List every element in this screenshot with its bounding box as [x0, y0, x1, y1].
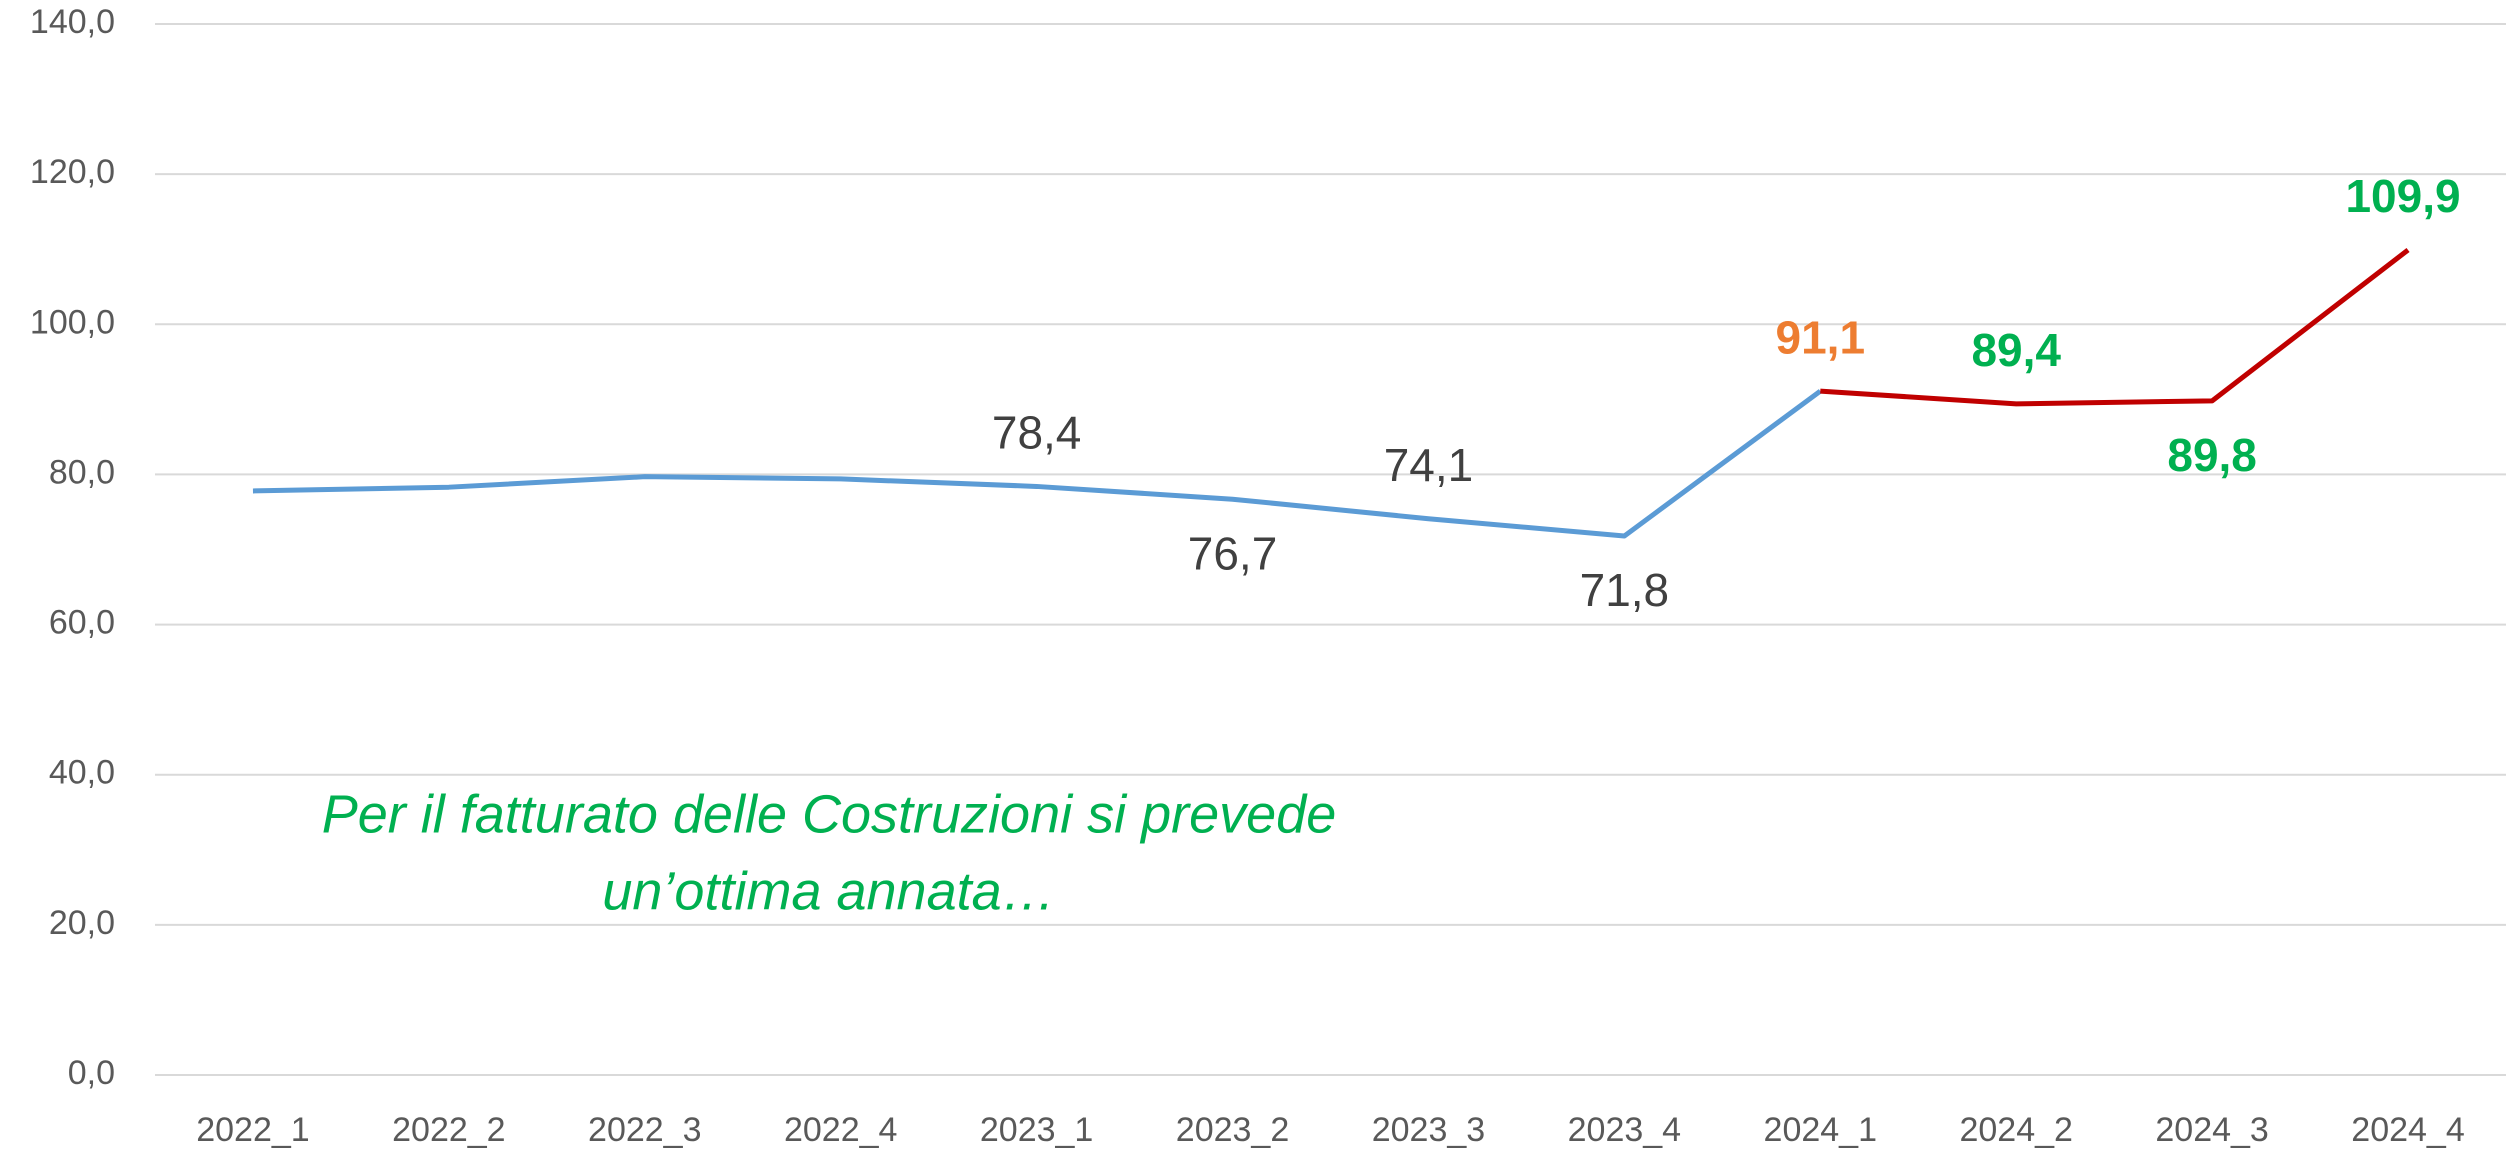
y-tick-label: 0,0: [68, 1054, 115, 1092]
x-tick-label: 2023_2: [1176, 1111, 1289, 1149]
data-label: 91,1: [1776, 311, 1866, 363]
x-tick-label: 2024_4: [2351, 1111, 2464, 1149]
line-series: [252, 389, 1822, 539]
x-tick-label: 2024_2: [1959, 1111, 2072, 1149]
x-tick-label: 2023_3: [1372, 1111, 1485, 1149]
data-label: 89,4: [1971, 324, 2061, 376]
data-label: 76,7: [1188, 527, 1278, 579]
x-tick-label: 2023_1: [980, 1111, 1093, 1149]
x-tick-label: 2022_4: [784, 1111, 897, 1149]
annotation: Per il fatturato delle Costruzioni si pr…: [322, 784, 1337, 844]
y-tick-label: 40,0: [49, 754, 115, 792]
data-label: 109,9: [2345, 170, 2460, 222]
x-tick-label: 2022_1: [196, 1111, 309, 1149]
line-series: [1820, 247, 2410, 407]
annotation: un’ottima annata…: [602, 861, 1055, 921]
y-tick-label: 20,0: [49, 904, 115, 942]
x-tick-label: 2022_3: [588, 1111, 701, 1149]
y-tick-label: 100,0: [30, 303, 115, 341]
y-tick-label: 120,0: [30, 153, 115, 191]
data-label: 89,8: [2167, 429, 2257, 481]
data-label: 78,4: [992, 407, 1082, 459]
y-tick-label: 140,0: [30, 3, 115, 41]
data-label: 71,8: [1580, 564, 1670, 616]
y-tick-label: 60,0: [49, 604, 115, 642]
x-tick-label: 2023_4: [1568, 1111, 1681, 1149]
data-label: 74,1: [1384, 439, 1474, 491]
x-tick-label: 2024_3: [2155, 1111, 2268, 1149]
y-tick-label: 80,0: [49, 453, 115, 491]
x-tick-label: 2024_1: [1764, 1111, 1877, 1149]
x-tick-label: 2022_2: [392, 1111, 505, 1149]
